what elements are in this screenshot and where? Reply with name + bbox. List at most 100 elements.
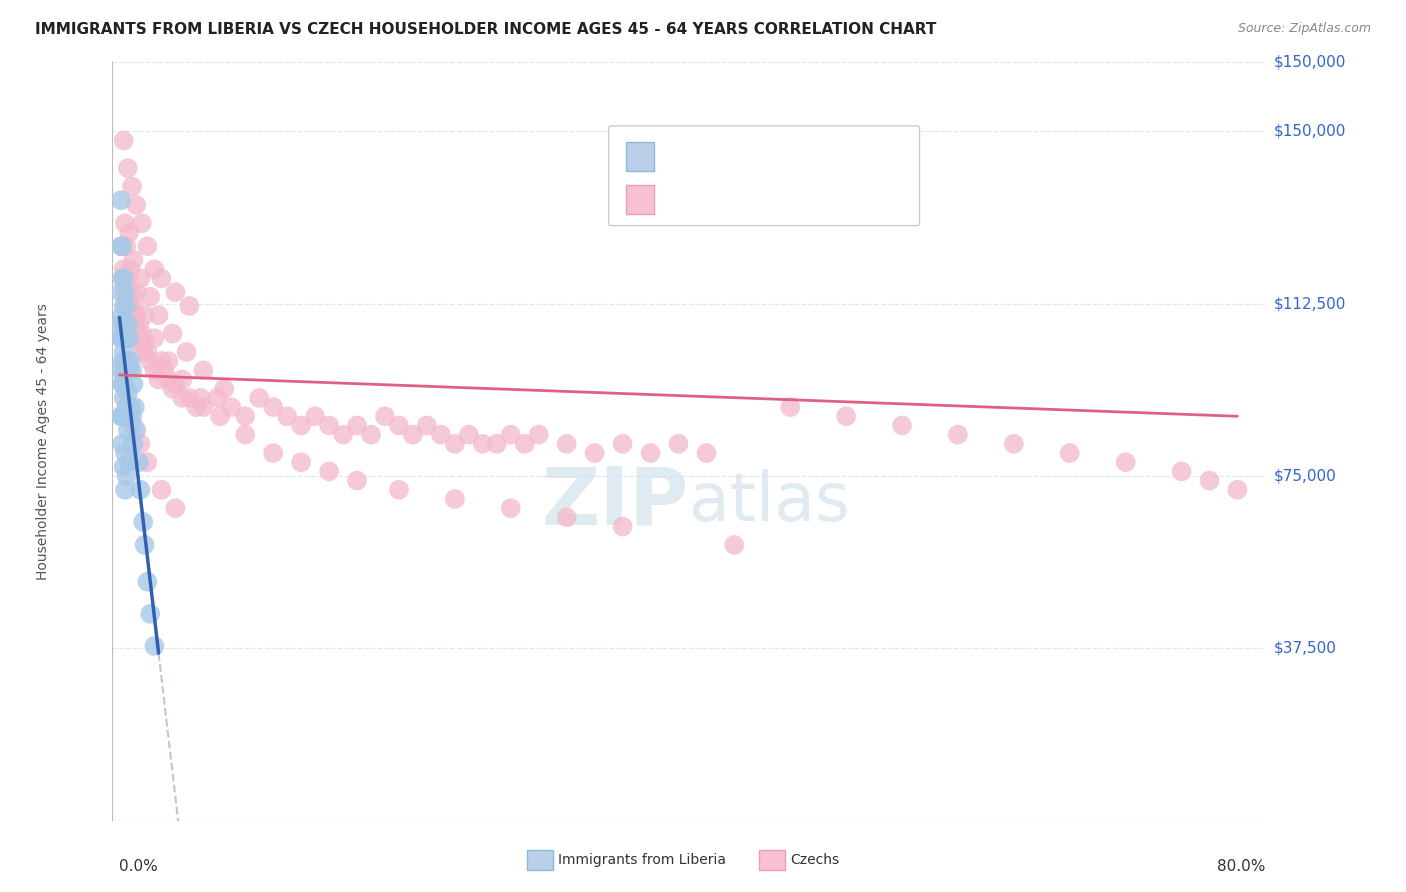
Point — [122, 377, 145, 392]
Point — [402, 427, 425, 442]
Point — [128, 455, 150, 469]
Point — [153, 363, 176, 377]
Point — [110, 318, 132, 332]
Point — [143, 363, 166, 377]
Point — [247, 391, 270, 405]
Point — [668, 437, 690, 451]
Point — [127, 326, 149, 341]
Point — [124, 318, 146, 332]
Text: 60: 60 — [800, 147, 825, 166]
Point — [583, 446, 606, 460]
Point — [388, 418, 411, 433]
Point — [132, 345, 155, 359]
Text: 116: 116 — [800, 191, 838, 209]
Point — [110, 285, 132, 300]
Point — [121, 409, 143, 424]
Point — [118, 299, 141, 313]
Point — [134, 335, 156, 350]
Point — [111, 437, 134, 451]
Point — [276, 409, 298, 424]
Point — [111, 354, 134, 368]
Text: $112,500: $112,500 — [1274, 296, 1346, 311]
Point — [157, 354, 180, 368]
Text: $150,000: $150,000 — [1274, 124, 1346, 139]
Point — [121, 179, 143, 194]
Point — [136, 345, 159, 359]
Point — [262, 400, 284, 414]
Point — [172, 372, 194, 386]
Point — [143, 262, 166, 277]
Point — [112, 459, 135, 474]
Point — [111, 331, 134, 345]
Point — [112, 318, 135, 332]
Text: Czechs: Czechs — [790, 853, 839, 867]
Point — [118, 409, 141, 424]
Point — [114, 354, 136, 368]
Text: IMMIGRANTS FROM LIBERIA VS CZECH HOUSEHOLDER INCOME AGES 45 - 64 YEARS CORRELATI: IMMIGRANTS FROM LIBERIA VS CZECH HOUSEHO… — [35, 22, 936, 37]
Point — [233, 427, 256, 442]
Point — [143, 331, 166, 345]
Point — [114, 318, 136, 332]
Point — [120, 400, 142, 414]
Point — [165, 377, 187, 392]
Point — [835, 409, 858, 424]
Point — [114, 409, 136, 424]
Point — [132, 515, 155, 529]
Point — [122, 253, 145, 268]
Point — [112, 134, 135, 148]
Point — [114, 446, 136, 460]
Point — [219, 400, 242, 414]
Point — [150, 354, 173, 368]
Point — [346, 474, 368, 488]
Point — [111, 271, 134, 285]
Point — [128, 318, 150, 332]
Point — [118, 331, 141, 345]
Point — [162, 326, 184, 341]
Point — [125, 423, 148, 437]
Point — [318, 418, 340, 433]
Text: $75,000: $75,000 — [1274, 468, 1337, 483]
Point — [118, 455, 141, 469]
Point — [125, 308, 148, 322]
Point — [527, 427, 550, 442]
Point — [112, 409, 135, 424]
Point — [114, 216, 136, 230]
Point — [374, 409, 396, 424]
Point — [186, 400, 208, 414]
Point — [165, 285, 187, 300]
Text: Source: ZipAtlas.com: Source: ZipAtlas.com — [1237, 22, 1371, 36]
Point — [695, 446, 717, 460]
Point — [444, 491, 467, 506]
Point — [499, 427, 522, 442]
Point — [114, 377, 136, 392]
Point — [207, 391, 229, 405]
Point — [139, 290, 162, 304]
Point — [112, 271, 135, 285]
Point — [139, 354, 162, 368]
Point — [117, 354, 139, 368]
Point — [946, 427, 969, 442]
Point — [129, 271, 152, 285]
Point — [388, 483, 411, 497]
Text: 0.0%: 0.0% — [120, 858, 159, 873]
Point — [134, 538, 156, 552]
Point — [162, 382, 184, 396]
Point — [122, 299, 145, 313]
Point — [179, 299, 201, 313]
Point — [112, 368, 135, 382]
Point — [444, 437, 467, 451]
Point — [110, 363, 132, 377]
Point — [1198, 474, 1220, 488]
Point — [779, 400, 801, 414]
Point — [148, 372, 170, 386]
Point — [555, 437, 578, 451]
Point — [115, 469, 138, 483]
Point — [111, 308, 134, 322]
Point — [165, 501, 187, 516]
Point — [120, 354, 142, 368]
Text: ZIP: ZIP — [541, 463, 689, 541]
Point — [110, 239, 132, 253]
Point — [304, 409, 326, 424]
Point — [1115, 455, 1137, 469]
Point — [1170, 464, 1192, 478]
